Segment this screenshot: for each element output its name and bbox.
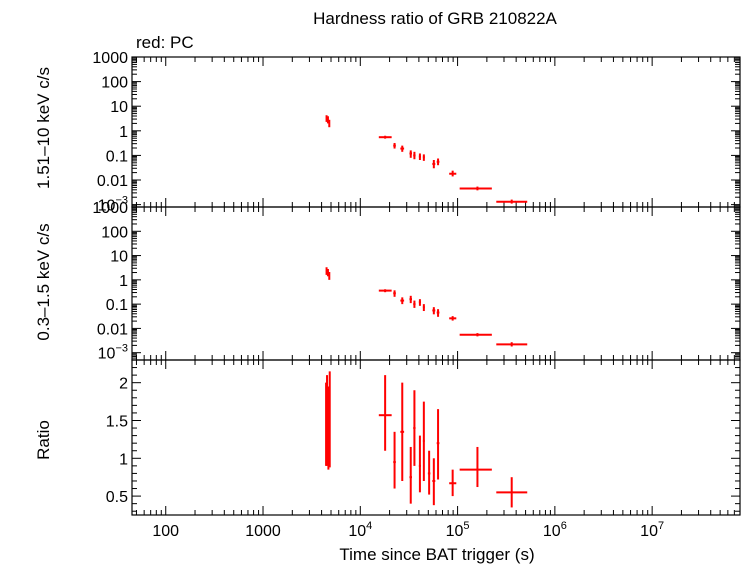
data-point: [427, 450, 431, 495]
y-tick-label: 10−3: [98, 195, 128, 215]
data-point: [328, 272, 331, 280]
data-point: [409, 295, 413, 304]
data-point: [413, 390, 416, 466]
panel-top: 1000 100 10 1 0.1 0.01 10−3 1.51–10 keV c/s: [34, 50, 741, 215]
data-point: [325, 267, 328, 275]
data-point: [418, 153, 421, 161]
y-tick-label: 1.5: [106, 413, 128, 430]
y-tick-label: 0.1: [106, 297, 128, 314]
x-tick-label: 107: [640, 520, 664, 540]
data-point: [409, 446, 413, 504]
data-point: [496, 199, 528, 204]
data-point: [432, 307, 436, 315]
y-tick-label: 100: [101, 224, 128, 241]
data-point: [418, 435, 421, 493]
y-axis-label-top: 1.51–10 keV c/s: [34, 67, 53, 189]
y-axis-label-bottom: Ratio: [34, 420, 53, 460]
data-point: [400, 297, 405, 305]
data-point: [436, 309, 440, 317]
y-tick-label: 1000: [92, 200, 128, 217]
panel-bottom: 2 1.5 1 0.5 Ratio: [34, 359, 741, 516]
data-point: [432, 160, 436, 169]
data-point: [459, 333, 492, 337]
data-point: [326, 116, 329, 124]
data-point: [328, 119, 331, 128]
plot-frame: [131, 359, 741, 516]
data-point: [422, 304, 425, 312]
chart-subtitle: red: PC: [136, 33, 194, 52]
data-point: [400, 382, 405, 481]
data-point: [459, 446, 492, 488]
data-point: [422, 154, 425, 161]
y-axis-label-middle: 0.3–1.5 keV c/s: [34, 223, 53, 340]
data-point: [496, 477, 528, 508]
data-point: [459, 186, 492, 191]
data-point: [496, 342, 528, 347]
x-tick-label: 104: [348, 520, 372, 540]
data-point: [325, 115, 328, 122]
y-tick-label: 1: [119, 451, 128, 468]
data-point: [418, 299, 421, 306]
y-tick-label: 0.1: [106, 148, 128, 165]
y-tick-label: 1: [119, 273, 128, 290]
data-point: [328, 371, 331, 468]
data-point: [327, 386, 330, 470]
y-tick-label: 10−3: [98, 343, 128, 363]
data-point: [449, 170, 457, 177]
panel-middle: 1000 100 10 1 0.1 0.01 10−3 0.3–1.5 keV c/s: [34, 200, 741, 363]
y-tick-label: 0.01: [97, 321, 128, 338]
data-point: [393, 290, 396, 297]
x-tick-label: 105: [446, 520, 470, 540]
data-point: [400, 145, 405, 152]
y-tick-label: 1: [119, 124, 128, 141]
data-point: [436, 409, 440, 480]
data-point: [378, 289, 392, 293]
y-tick-label: 10: [110, 99, 128, 116]
x-tick-label: 1000: [245, 523, 281, 540]
data-point: [436, 158, 440, 166]
data-point: [413, 300, 416, 308]
data-point: [422, 401, 425, 481]
x-tick-label: 100: [152, 523, 179, 540]
data-point: [378, 375, 392, 451]
data-point: [326, 268, 329, 277]
x-tick-label: 106: [543, 520, 567, 540]
y-tick-label: 1000: [92, 50, 128, 67]
data-point: [378, 135, 392, 139]
x-axis-label: Time since BAT trigger (s): [339, 545, 534, 564]
y-tick-label: 2: [119, 376, 128, 393]
x-tick-labels: 100 1000 104 105 106 107: [152, 520, 664, 540]
data-point: [432, 458, 436, 506]
y-tick-label: 0.5: [106, 489, 128, 506]
data-point: [449, 316, 457, 321]
data-point: [413, 151, 416, 160]
data-point: [449, 469, 457, 497]
chart-title: Hardness ratio of GRB 210822A: [313, 9, 557, 28]
data-point: [326, 375, 329, 466]
data-point: [393, 431, 396, 489]
y-tick-label: 100: [101, 75, 128, 92]
plot-frame: [131, 206, 741, 361]
data-point: [393, 142, 396, 149]
y-tick-label: 0.01: [97, 173, 128, 190]
y-tick-label: 10: [110, 249, 128, 266]
plot-frame: [131, 56, 741, 208]
data-point: [409, 150, 413, 158]
